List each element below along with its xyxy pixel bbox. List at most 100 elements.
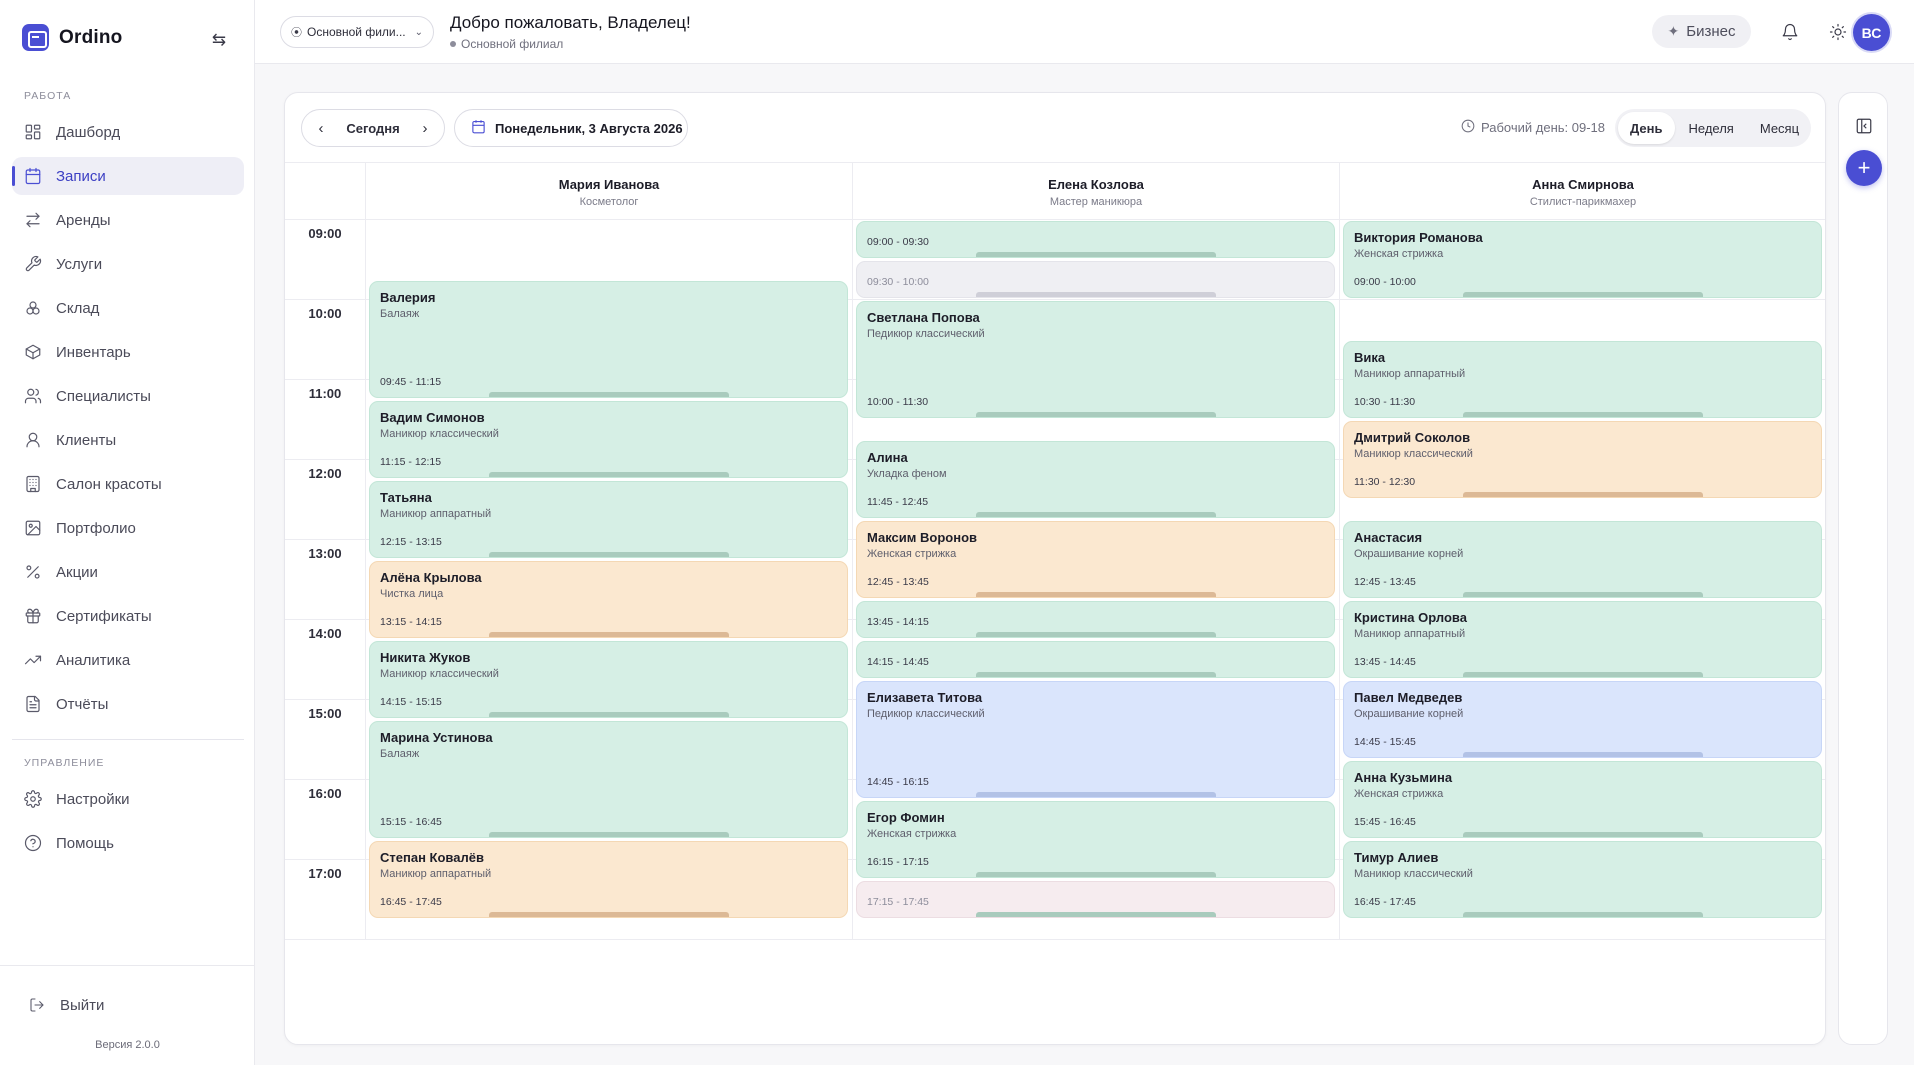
sidebar-item-sidebar-items-9[interactable]: Портфолио <box>12 509 244 547</box>
appointment-card[interactable]: 09:30 - 10:00 <box>856 261 1335 298</box>
appointment-resize-handle[interactable] <box>1462 492 1703 497</box>
plan-badge[interactable]: ✦ Бизнес <box>1652 15 1751 48</box>
appointment-resize-handle[interactable] <box>488 712 729 717</box>
appointment-client: Павел Медведев <box>1354 690 1463 705</box>
logout-button[interactable]: Выйти <box>12 986 244 1024</box>
appointment-card[interactable]: Никита Жуков Маникюр классический 14:15 - … <box>369 641 848 718</box>
appointment-card[interactable]: 13:45 - 14:15 <box>856 601 1335 638</box>
appointment-client: Анастасия <box>1354 530 1423 545</box>
appointment-resize-handle[interactable] <box>488 392 729 397</box>
appointment-client: Максим Воронов <box>867 530 977 545</box>
appointment-card[interactable]: 09:00 - 09:30 <box>856 221 1335 258</box>
sidebar-item-sidebar-items-0[interactable]: Дашборд <box>12 113 244 151</box>
appointment-card[interactable]: Татьяна Маникюр аппаратный 12:15 - 13:15 <box>369 481 848 558</box>
appointment-resize-handle[interactable] <box>1462 912 1703 917</box>
location-pin-icon: ⦿ <box>291 27 302 39</box>
toggle-panel-icon[interactable] <box>1851 113 1877 139</box>
notifications-bell-icon[interactable] <box>1776 18 1804 46</box>
appointment-resize-handle[interactable] <box>975 872 1216 877</box>
appointment-resize-handle[interactable] <box>1462 672 1703 677</box>
staff-header-row: Мария Иванова Косметолог Елена Козлова Маст… <box>285 163 1825 220</box>
appointment-resize-handle[interactable] <box>975 592 1216 597</box>
appointment-card[interactable]: Вадим Симонов Маникюр классический 11:15 -… <box>369 401 848 478</box>
appointment-resize-handle[interactable] <box>488 552 729 557</box>
appointment-resize-handle[interactable] <box>488 472 729 477</box>
appointment-resize-handle[interactable] <box>975 512 1216 517</box>
appointment-time: 09:45 - 11:15 <box>380 376 442 388</box>
appointment-card[interactable]: Виктория Романова Женская стрижка 09:00 - … <box>1343 221 1822 298</box>
sidebar-item-label: Аренды <box>56 211 111 229</box>
appointment-card[interactable]: Кристина Орлова Маникюр аппаратный 13:45 -… <box>1343 601 1822 678</box>
branch-select[interactable]: ⦿ Основной фили... ⌄ <box>280 16 434 48</box>
today-button[interactable]: Сегодня <box>346 120 400 136</box>
sidebar-item-sidebar-items-10[interactable]: Акции <box>12 553 244 591</box>
appointment-card[interactable]: Дмитрий Соколов Маникюр классический 11:30… <box>1343 421 1822 498</box>
appointment-resize-handle[interactable] <box>1462 412 1703 417</box>
sidebar-item-sidebar-items-2[interactable]: Аренды <box>12 201 244 239</box>
sidebar-item-sidebar-items-6[interactable]: Специалисты <box>12 377 244 415</box>
sidebar-item-sidebar-items-11[interactable]: Сертификаты <box>12 597 244 635</box>
appointment-time: 09:30 - 10:00 <box>867 276 929 288</box>
appointment-resize-handle[interactable] <box>1462 592 1703 597</box>
brand[interactable]: Ordino <box>22 24 122 51</box>
appointment-resize-handle[interactable] <box>1462 832 1703 837</box>
sidebar-item-sidebar-items-3[interactable]: Услуги <box>12 245 244 283</box>
appointment-resize-handle[interactable] <box>488 832 729 837</box>
appointment-card[interactable]: Марина Устинова Балаяж 15:15 - 16:45 <box>369 721 848 838</box>
sidebar-item-sidebar-manage_items-1[interactable]: Помощь <box>12 824 244 862</box>
sidebar-item-sidebar-items-7[interactable]: Клиенты <box>12 421 244 459</box>
appointment-resize-handle[interactable] <box>975 672 1216 677</box>
appointment-resize-handle[interactable] <box>975 792 1216 797</box>
appointment-card[interactable]: Степан Ковалёв Маникюр аппаратный 16:45 - … <box>369 841 848 918</box>
sidebar-item-sidebar-manage_items-0[interactable]: Настройки <box>12 780 244 818</box>
appointment-resize-handle[interactable] <box>975 912 1216 917</box>
appointment-resize-handle[interactable] <box>1462 292 1703 297</box>
appointment-service: Балаяж <box>380 748 420 760</box>
appointment-resize-handle[interactable] <box>488 632 729 637</box>
prev-day-chevron-icon[interactable]: ‹ <box>318 119 324 137</box>
sidebar-item-sidebar-items-4[interactable]: Склад <box>12 289 244 327</box>
user-avatar[interactable]: ВС <box>1853 14 1890 51</box>
sidebar-item-sidebar-items-5[interactable]: Инвентарь <box>12 333 244 371</box>
appointment-resize-handle[interactable] <box>975 412 1216 417</box>
sidebar-item-sidebar-items-12[interactable]: Аналитика <box>12 641 244 679</box>
appointment-card[interactable]: Максим Воронов Женская стрижка 12:45 - 13:… <box>856 521 1335 598</box>
appointment-resize-handle[interactable] <box>975 632 1216 637</box>
sidebar-item-label: Клиенты <box>56 431 117 449</box>
appointment-card[interactable]: Валерия Балаяж 09:45 - 11:15 <box>369 281 848 398</box>
next-day-chevron-icon[interactable]: › <box>422 119 428 137</box>
staff-name: Елена Козлова <box>1048 177 1144 192</box>
appointment-card[interactable]: Егор Фомин Женская стрижка 16:15 - 17:15 <box>856 801 1335 878</box>
appointment-resize-handle[interactable] <box>1462 752 1703 757</box>
add-appointment-button[interactable]: + <box>1846 150 1882 186</box>
appointment-card[interactable]: Тимур Алиев Маникюр классический 16:45 - 1… <box>1343 841 1822 918</box>
date-picker-button[interactable]: Понедельник, 3 Августа 2026 <box>454 109 688 147</box>
column-divider <box>852 220 853 940</box>
collapse-sidebar-button[interactable]: ⇆ <box>211 30 227 49</box>
staff-column-header: Анна Смирнова Стилист-парикмахер <box>1339 163 1825 220</box>
sidebar-item-sidebar-items-13[interactable]: Отчёты <box>12 685 244 723</box>
view-tab-2[interactable]: Месяц <box>1759 120 1800 136</box>
appointment-resize-handle[interactable] <box>975 292 1216 297</box>
chevron-down-icon: ⌄ <box>414 26 423 38</box>
appointment-card[interactable]: Алёна Крылова Чистка лица 13:15 - 14:15 <box>369 561 848 638</box>
appointment-card[interactable]: Павел Медведев Окрашивание корней 14:45 - … <box>1343 681 1822 758</box>
appointment-card[interactable]: Елизавета Титова Педикюр классический 14:4… <box>856 681 1335 798</box>
appointment-card[interactable]: Вика Маникюр аппаратный 10:30 - 11:30 <box>1343 341 1822 418</box>
view-tab-0[interactable]: День <box>1618 112 1675 144</box>
appointment-card[interactable]: Светлана Попова Педикюр классический 10:00… <box>856 301 1335 418</box>
sidebar-item-sidebar-items-1[interactable]: Записи <box>12 157 244 195</box>
appointment-resize-handle[interactable] <box>975 252 1216 257</box>
appointment-card[interactable]: Анастасия Окрашивание корней 12:45 - 13:45 <box>1343 521 1822 598</box>
appointment-card[interactable]: Анна Кузьмина Женская стрижка 15:45 - 16:4… <box>1343 761 1822 838</box>
view-tab-1[interactable]: Неделя <box>1688 120 1734 136</box>
appointment-card[interactable]: Алина Укладка феном 11:45 - 12:45 <box>856 441 1335 518</box>
appointment-card[interactable]: 17:15 - 17:45 <box>856 881 1335 918</box>
branch-name: Основной филиал <box>461 37 564 51</box>
appointment-resize-handle[interactable] <box>488 912 729 917</box>
calendar-toolbar: ‹ Сегодня › Понедельник, 3 Августа 2026 … <box>285 93 1825 163</box>
appointment-time: 13:15 - 14:15 <box>380 616 442 628</box>
sidebar-item-sidebar-items-8[interactable]: Салон красоты <box>12 465 244 503</box>
theme-sun-icon[interactable] <box>1824 18 1852 46</box>
appointment-card[interactable]: 14:15 - 14:45 <box>856 641 1335 678</box>
